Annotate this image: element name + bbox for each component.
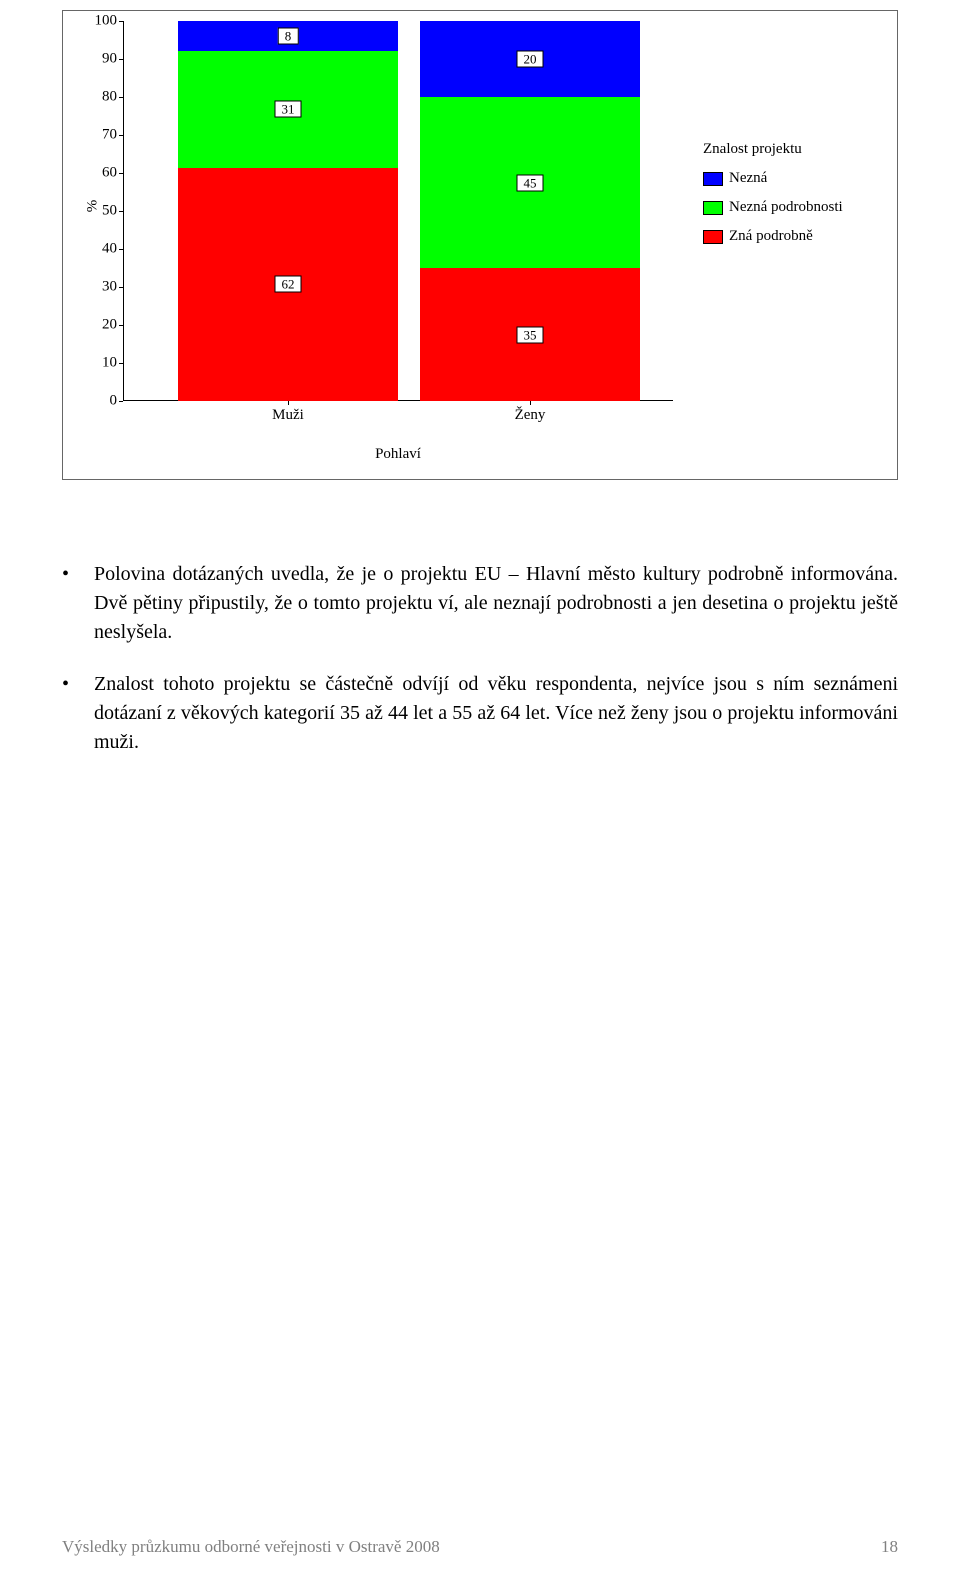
legend: Znalost projektu Nezná Nezná podrobnosti Z… — [703, 141, 843, 257]
ytick-label: 50 — [102, 203, 117, 220]
bullet-text: Polovina dotázaných uvedla, že je o proj… — [94, 560, 898, 647]
bar-segment: 62 — [178, 168, 398, 401]
ytick-label: 0 — [110, 393, 118, 410]
ytick-mark — [119, 211, 123, 212]
ytick-mark — [119, 363, 123, 364]
bar-segment: 35 — [420, 268, 640, 401]
ytick-mark — [119, 21, 123, 22]
ytick-mark — [119, 287, 123, 288]
plot-area: 0102030405060708090100Muži62318Ženy35452… — [123, 21, 673, 401]
legend-item: Nezná podrobnosti — [703, 199, 843, 216]
ytick-mark — [119, 59, 123, 60]
bullet-icon: • — [62, 670, 94, 757]
bar-segment: 45 — [420, 97, 640, 268]
legend-label: Nezná podrobnosti — [729, 199, 843, 216]
ytick-label: 90 — [102, 51, 117, 68]
ytick-label: 100 — [95, 13, 118, 30]
ytick-mark — [119, 173, 123, 174]
y-axis-line — [123, 21, 124, 401]
bar-segment-label: 45 — [517, 174, 544, 191]
legend-item: Zná podrobně — [703, 228, 843, 245]
bullet-icon: • — [62, 560, 94, 647]
footer: Výsledky průzkumu odborné veřejnosti v O… — [62, 1537, 898, 1557]
bar-segment-label: 8 — [278, 28, 299, 45]
legend-swatch — [703, 172, 723, 186]
ytick-label: 40 — [102, 241, 117, 258]
bar-segment-label: 62 — [275, 276, 302, 293]
footer-page: 18 — [881, 1537, 898, 1557]
bar-segment-label: 31 — [275, 101, 302, 118]
legend-item: Nezná — [703, 170, 843, 187]
legend-swatch — [703, 230, 723, 244]
chart-frame: % Pohlaví 0 10 20 30 40 50 60 70 80 90 100 Muži 62 31… — [62, 10, 898, 480]
bar-segment: 8 — [178, 21, 398, 51]
ytick-mark — [119, 325, 123, 326]
ytick-label: 70 — [102, 127, 117, 144]
y-axis-title: % — [85, 200, 102, 213]
legend-swatch — [703, 201, 723, 215]
ytick-label: 30 — [102, 279, 117, 296]
legend-title: Znalost projektu — [703, 141, 843, 158]
xtick-label: Ženy — [515, 407, 546, 424]
ytick-mark — [119, 135, 123, 136]
legend-label: Nezná — [729, 170, 767, 187]
xtick-mark — [530, 401, 531, 405]
ytick-label: 10 — [102, 355, 117, 372]
bullet-text: Znalost tohoto projektu se částečně odví… — [94, 670, 898, 757]
ytick-mark — [119, 401, 123, 402]
bar-segment: 20 — [420, 21, 640, 97]
ytick-label: 80 — [102, 89, 117, 106]
legend-label: Zná podrobně — [729, 228, 813, 245]
bullet-1: • Polovina dotázaných uvedla, že je o pr… — [62, 560, 898, 647]
bar-segment-label: 35 — [517, 326, 544, 343]
bullet-2: • Znalost tohoto projektu se částečně od… — [62, 670, 898, 757]
bar-segment-label: 20 — [517, 51, 544, 68]
bar-segment: 31 — [178, 51, 398, 168]
xtick-label: Muži — [272, 407, 304, 424]
footer-left: Výsledky průzkumu odborné veřejnosti v O… — [62, 1537, 440, 1557]
ytick-label: 20 — [102, 317, 117, 334]
ytick-mark — [119, 249, 123, 250]
ytick-mark — [119, 97, 123, 98]
xtick-mark — [288, 401, 289, 405]
x-axis-title: Pohlaví — [375, 446, 421, 463]
ytick-label: 60 — [102, 165, 117, 182]
